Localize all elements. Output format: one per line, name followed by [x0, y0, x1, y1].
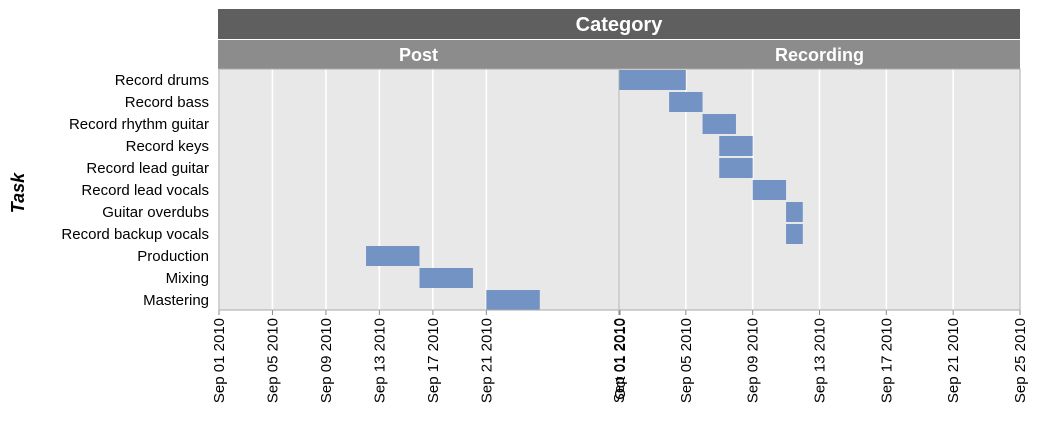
x-tick-label: Sep 25 2010 — [1012, 318, 1029, 403]
x-tick-label: Sep 05 2010 — [264, 318, 281, 403]
bar-record-lead-vocals — [752, 180, 787, 200]
x-tick-label: Sep 13 2010 — [812, 318, 829, 403]
panel-recording: Sep 01 2010 Sep 05 2010 Sep 09 2010 Sep 13 … — [611, 68, 1029, 403]
category-strip — [218, 9, 1020, 39]
task-label: Mastering — [143, 292, 209, 309]
x-tick-label: Sep 05 2010 — [678, 318, 695, 403]
task-label: Record backup vocals — [61, 226, 209, 243]
x-tick-label: Sep 09 2010 — [318, 318, 335, 403]
x-tick-label: Sep 01 2010 — [611, 318, 628, 403]
bar-record-rhythm-guitar — [702, 114, 736, 134]
bar-record-backup-vocals — [786, 224, 803, 244]
task-label: Mixing — [166, 270, 209, 287]
y-axis-title: Task — [8, 172, 28, 213]
bar-mixing — [419, 268, 473, 288]
task-label: Record keys — [126, 138, 209, 155]
task-label: Record lead guitar — [86, 160, 209, 177]
bar-mastering — [486, 290, 540, 310]
panel-strip-post — [218, 40, 619, 69]
task-label: Record rhythm guitar — [69, 116, 209, 133]
x-tick-label: Sep 13 2010 — [371, 318, 388, 403]
panel-border — [618, 68, 1021, 311]
panel-title-post: Post — [399, 45, 438, 65]
x-tick-label: Sep 17 2010 — [425, 318, 442, 403]
task-label: Guitar overdubs — [102, 204, 209, 221]
x-tick-label: Sep 21 2010 — [945, 318, 962, 403]
task-labels: Record drums Record bass Record rhythm gui… — [61, 72, 209, 309]
x-tick-label: Sep 21 2010 — [478, 318, 495, 403]
bar-production — [366, 246, 420, 266]
panel-post: Sep 01 2010 Sep 05 2010 Sep 09 2010 Sep 13 … — [211, 68, 629, 403]
x-tick-label: Sep 17 2010 — [878, 318, 895, 403]
bar-record-drums — [619, 70, 686, 90]
bar-record-lead-guitar — [719, 158, 753, 178]
panel-title-recording: Recording — [775, 45, 864, 65]
task-label: Record drums — [115, 72, 209, 89]
task-label: Production — [137, 248, 209, 265]
x-tick-label: Oct 01 2010 — [612, 318, 629, 400]
category-title: Category — [576, 14, 664, 36]
task-label: Record lead vocals — [81, 182, 209, 199]
bar-record-bass — [669, 92, 703, 112]
bar-guitar-overdubs — [786, 202, 803, 222]
x-tick-label: Sep 09 2010 — [745, 318, 762, 403]
panel-strip-recording — [619, 40, 1020, 69]
task-label: Record bass — [125, 94, 209, 111]
x-tick-label: Sep 01 2010 — [211, 318, 228, 403]
bar-record-keys — [719, 136, 753, 156]
